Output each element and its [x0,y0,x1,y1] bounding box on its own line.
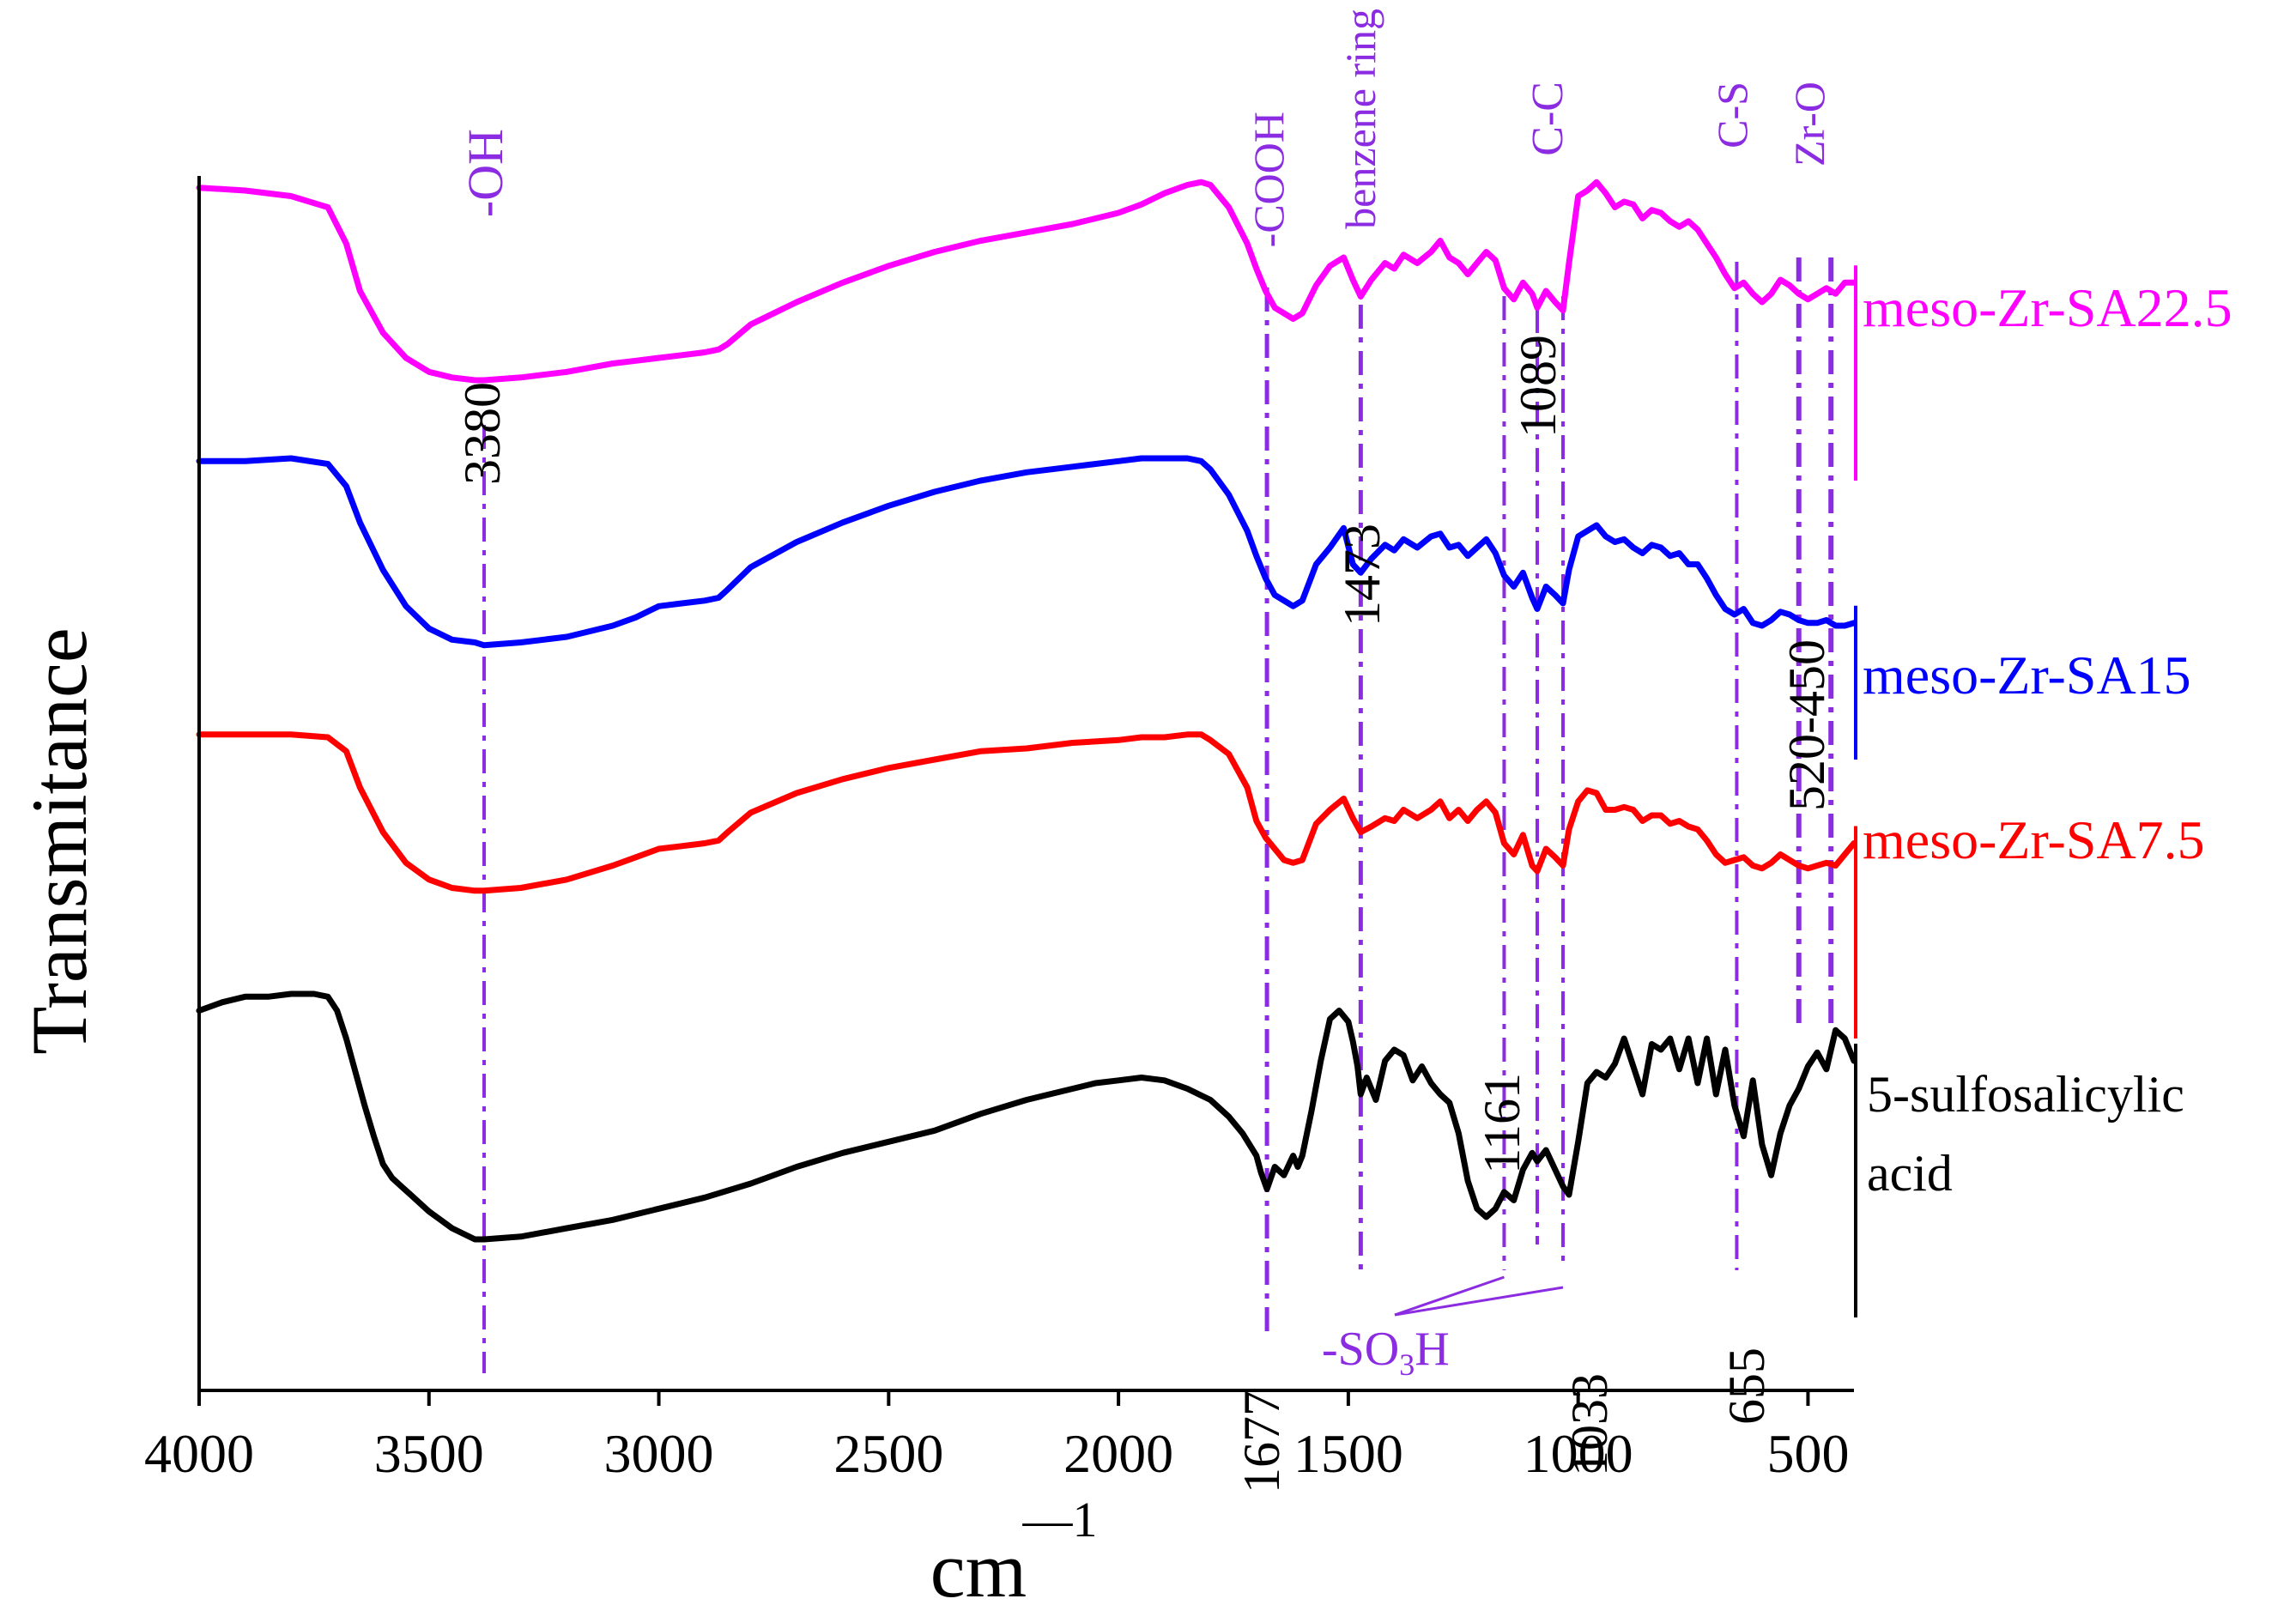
series-label: meso-Zr-SA7.5 [1863,809,2205,870]
axes [197,176,1854,1392]
x-tick-label: 3500 [374,1423,484,1484]
band-value-450: 520-450 [1778,639,1835,811]
series-line-2 [196,455,1857,649]
x-tick-label: 2500 [833,1423,943,1484]
x-tick-label: 3000 [604,1423,714,1484]
band-label-655: C-S [1708,82,1756,148]
band-label-450: Zr-O [1785,82,1833,167]
series-line-3 [196,179,1857,384]
band-label-3380: -OH [457,129,513,217]
series-label: meso-Zr-SA15 [1863,645,2191,706]
band-value-1473: 1473 [1334,524,1390,627]
annotations: meso-Zr-SA22.5 meso-Zr-SA15 meso-Zr-SA7.5 5… [454,9,2232,1493]
series-label: meso-Zr-SA22.5 [1863,277,2232,338]
so3h-pointer-1033 [1394,1286,1564,1317]
band-value-3380: 3380 [454,382,511,485]
x-tick-label: 2000 [1063,1423,1173,1484]
x-tick-label: 1500 [1293,1423,1403,1484]
so3h-subscript: 3 [1399,1347,1415,1382]
so3h-label: -SO3H [1322,1323,1450,1382]
series-line-0 [196,990,1857,1243]
so3h-pointer-1161 [1394,1275,1505,1317]
series-label: acid [1867,1145,1953,1202]
series-label: 5-sulfosalicylic [1867,1066,2184,1123]
band-label-1089: C-C [1524,82,1572,156]
so3h-suffix: H [1415,1323,1449,1376]
x-axis-label-superscript: —1 [1022,1492,1098,1547]
series-line-1 [196,731,1857,894]
x-axis-label: cm [930,1526,1027,1614]
band-label-1473: benzene ring [1336,9,1384,229]
x-tick-label: 500 [1766,1423,1849,1484]
band-value-1161: 1161 [1474,1073,1530,1174]
band-lines [482,257,1834,1373]
band-value-655: 655 [1718,1347,1775,1425]
band-value-1033: 1033 [1561,1373,1618,1476]
band-label-1677: -COOH [1245,112,1293,247]
y-axis-label: Transmitance [15,627,103,1054]
band-value-1677: 1677 [1233,1390,1290,1493]
x-ticks: 4000 3500 3000 2500 2000 1500 1000 500 [144,1390,1849,1484]
band-value-1089: 1089 [1510,335,1566,438]
x-tick-label: 1000 [1524,1423,1633,1484]
x-tick-label: 4000 [144,1423,254,1484]
spectra-traces [196,179,1857,1317]
